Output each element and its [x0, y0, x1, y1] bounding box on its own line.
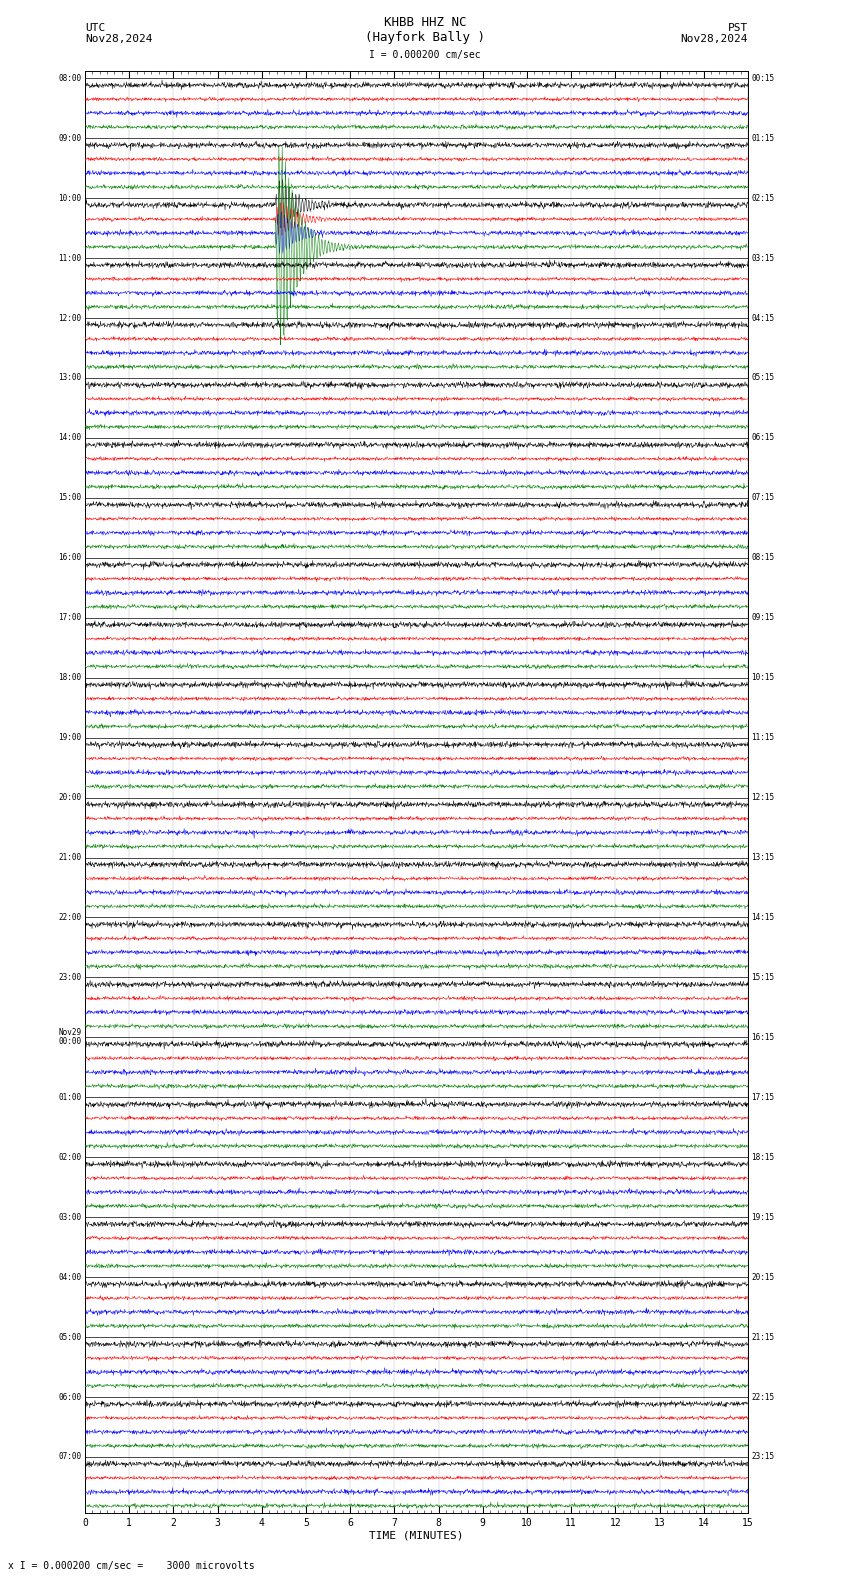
Text: 09:15: 09:15 [751, 613, 774, 623]
Text: 06:15: 06:15 [751, 434, 774, 442]
Text: 21:15: 21:15 [751, 1332, 774, 1342]
Text: 09:00: 09:00 [59, 133, 82, 143]
Text: 03:15: 03:15 [751, 253, 774, 263]
Text: x I = 0.000200 cm/sec =    3000 microvolts: x I = 0.000200 cm/sec = 3000 microvolts [8, 1562, 255, 1571]
Text: 00:15: 00:15 [751, 74, 774, 82]
Text: 05:15: 05:15 [751, 374, 774, 382]
Text: 21:00: 21:00 [59, 854, 82, 862]
Text: 02:00: 02:00 [59, 1153, 82, 1161]
Text: 11:00: 11:00 [59, 253, 82, 263]
Text: 01:15: 01:15 [751, 133, 774, 143]
Text: 06:00: 06:00 [59, 1392, 82, 1402]
Text: 04:00: 04:00 [59, 1272, 82, 1281]
Text: 19:15: 19:15 [751, 1213, 774, 1221]
Text: 02:15: 02:15 [751, 193, 774, 203]
Text: 05:00: 05:00 [59, 1332, 82, 1342]
Text: 23:15: 23:15 [751, 1453, 774, 1462]
Text: PST
Nov28,2024: PST Nov28,2024 [681, 22, 748, 44]
Text: 12:00: 12:00 [59, 314, 82, 323]
Text: UTC
Nov28,2024: UTC Nov28,2024 [85, 22, 152, 44]
Text: 07:00: 07:00 [59, 1453, 82, 1462]
Text: 01:00: 01:00 [59, 1093, 82, 1102]
Text: 16:00: 16:00 [59, 553, 82, 562]
Text: 16:15: 16:15 [751, 1033, 774, 1042]
Text: 14:00: 14:00 [59, 434, 82, 442]
Text: 22:15: 22:15 [751, 1392, 774, 1402]
Text: 10:00: 10:00 [59, 193, 82, 203]
Text: 14:15: 14:15 [751, 912, 774, 922]
Text: I = 0.000200 cm/sec: I = 0.000200 cm/sec [369, 51, 481, 60]
Text: 22:00: 22:00 [59, 912, 82, 922]
Text: 08:00: 08:00 [59, 74, 82, 82]
Text: 18:00: 18:00 [59, 673, 82, 683]
Text: 03:00: 03:00 [59, 1213, 82, 1221]
Text: 04:15: 04:15 [751, 314, 774, 323]
Text: 13:15: 13:15 [751, 854, 774, 862]
X-axis label: TIME (MINUTES): TIME (MINUTES) [369, 1530, 464, 1540]
Text: 07:15: 07:15 [751, 493, 774, 502]
Text: 10:15: 10:15 [751, 673, 774, 683]
Text: 15:15: 15:15 [751, 973, 774, 982]
Text: 15:00: 15:00 [59, 493, 82, 502]
Text: Nov29
00:00: Nov29 00:00 [59, 1028, 82, 1047]
Text: 08:15: 08:15 [751, 553, 774, 562]
Text: 17:15: 17:15 [751, 1093, 774, 1102]
Text: 12:15: 12:15 [751, 794, 774, 802]
Text: 19:00: 19:00 [59, 733, 82, 743]
Text: 13:00: 13:00 [59, 374, 82, 382]
Text: 20:15: 20:15 [751, 1272, 774, 1281]
Text: 20:00: 20:00 [59, 794, 82, 802]
Text: 18:15: 18:15 [751, 1153, 774, 1161]
Text: 23:00: 23:00 [59, 973, 82, 982]
Text: KHBB HHZ NC
(Hayfork Bally ): KHBB HHZ NC (Hayfork Bally ) [365, 16, 485, 44]
Text: 17:00: 17:00 [59, 613, 82, 623]
Text: 11:15: 11:15 [751, 733, 774, 743]
